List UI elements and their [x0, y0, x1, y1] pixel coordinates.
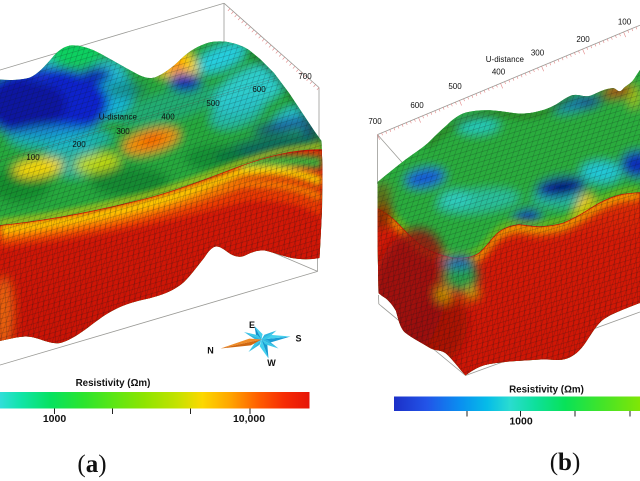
- svg-text:700: 700: [368, 117, 382, 126]
- svg-text:W: W: [267, 358, 276, 368]
- svg-text:100: 100: [26, 153, 40, 162]
- svg-text:600: 600: [252, 85, 266, 94]
- svg-text:700: 700: [298, 72, 312, 81]
- svg-text:(a): (a): [77, 451, 106, 478]
- svg-text:100: 100: [618, 18, 632, 27]
- svg-text:300: 300: [531, 49, 545, 58]
- svg-text:400: 400: [492, 68, 506, 77]
- svg-text:200: 200: [576, 35, 590, 44]
- svg-text:600: 600: [410, 101, 424, 110]
- svg-text:500: 500: [206, 99, 220, 108]
- svg-text:U-distance: U-distance: [99, 113, 138, 122]
- svg-text:400: 400: [161, 113, 175, 122]
- svg-text:200: 200: [72, 140, 86, 149]
- svg-text:S: S: [295, 334, 301, 344]
- svg-text:1000: 1000: [509, 416, 533, 428]
- svg-text:U-distance: U-distance: [486, 55, 525, 64]
- svg-text:N: N: [207, 346, 214, 356]
- svg-text:E: E: [249, 320, 255, 330]
- svg-text:10,000: 10,000: [233, 413, 265, 425]
- svg-text:1000: 1000: [43, 413, 67, 425]
- svg-text:Resistivity (Ωm): Resistivity (Ωm): [76, 378, 151, 389]
- svg-text:500: 500: [448, 82, 462, 91]
- svg-text:(b): (b): [550, 449, 581, 476]
- svg-text:Resistivity (Ωm): Resistivity (Ωm): [509, 385, 584, 396]
- svg-text:300: 300: [116, 127, 130, 136]
